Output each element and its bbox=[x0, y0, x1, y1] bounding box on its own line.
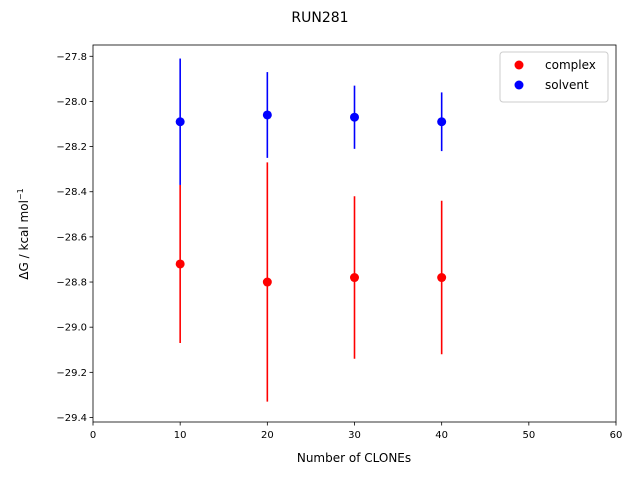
x-tick-label: 0 bbox=[90, 430, 96, 441]
legend-label-complex: complex bbox=[545, 58, 596, 72]
y-tick-label: −29.0 bbox=[56, 323, 87, 334]
complex-point bbox=[350, 273, 359, 283]
x-tick-label: 20 bbox=[261, 430, 274, 441]
legend: complex solvent bbox=[499, 51, 609, 103]
y-tick-label: −28.2 bbox=[56, 142, 87, 153]
y-tick-label: −28.6 bbox=[56, 232, 87, 243]
legend-marker-solvent bbox=[514, 80, 524, 90]
x-tick-label: 60 bbox=[610, 430, 623, 441]
solvent-point bbox=[350, 112, 359, 122]
y-tick-label: −29.4 bbox=[56, 413, 87, 424]
legend-marker-complex bbox=[514, 60, 524, 70]
solvent-point bbox=[437, 117, 447, 127]
y-tick-label: −27.8 bbox=[56, 52, 87, 63]
x-tick-label: 50 bbox=[522, 430, 535, 441]
complex-point bbox=[175, 259, 185, 269]
x-tick-label: 40 bbox=[435, 430, 448, 441]
chart-title: RUN281 bbox=[291, 10, 348, 26]
y-tick-label: −28.0 bbox=[56, 97, 87, 108]
legend-label-solvent: solvent bbox=[545, 78, 589, 92]
x-axis-label: Number of CLONEs bbox=[297, 451, 411, 465]
x-tick-label: 10 bbox=[174, 430, 187, 441]
y-axis-label: ΔG / kcal mol−1 bbox=[16, 188, 31, 279]
y-tick-label: −29.2 bbox=[56, 368, 87, 379]
y-tick-label: −28.8 bbox=[56, 278, 87, 289]
plot-area: 0 10 20 30 40 50 60 −27.8 −28.0 −28.2 −28.4 −28.6 −2… bbox=[56, 44, 623, 441]
solvent-point bbox=[262, 110, 272, 120]
solvent-point bbox=[175, 117, 185, 127]
y-axis-label-main: ΔG / kcal mol bbox=[17, 200, 31, 280]
legend-box bbox=[499, 51, 609, 103]
complex-point bbox=[437, 273, 447, 283]
x-tick-label: 30 bbox=[348, 430, 361, 441]
y-tick-label: −28.4 bbox=[56, 187, 87, 198]
y-axis-label-superscript: −1 bbox=[16, 188, 25, 200]
complex-point bbox=[262, 277, 272, 287]
